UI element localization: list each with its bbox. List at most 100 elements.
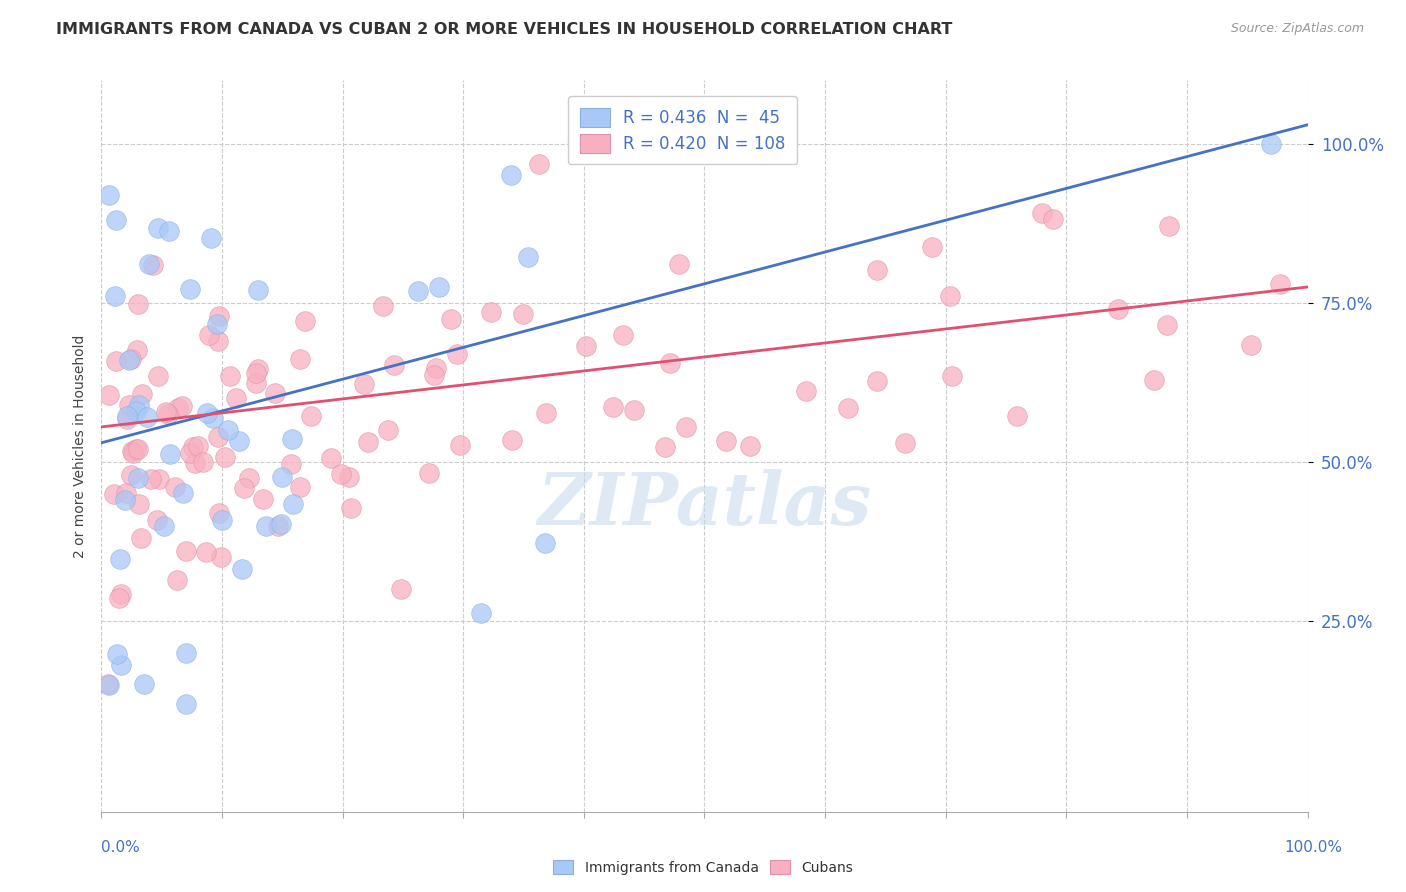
Point: [231, 562, 253, 576]
Point: [193, 455, 215, 469]
Point: [939, 288, 962, 302]
Point: [179, 282, 201, 296]
Point: [198, 328, 221, 343]
Point: [330, 467, 353, 482]
Point: [512, 308, 534, 322]
Point: [125, 442, 148, 457]
Point: [533, 535, 555, 549]
Point: [176, 544, 198, 558]
Point: [382, 358, 405, 372]
Point: [103, 486, 125, 500]
Point: [159, 447, 181, 461]
Point: [200, 231, 222, 245]
Point: [389, 582, 412, 596]
Point: [418, 467, 440, 481]
Point: [157, 224, 180, 238]
Point: [118, 398, 141, 412]
Point: [114, 485, 136, 500]
Point: [527, 156, 550, 170]
Point: [155, 405, 177, 419]
Point: [659, 356, 682, 370]
Point: [166, 573, 188, 587]
Point: [247, 283, 270, 297]
Point: [127, 471, 149, 485]
Point: [127, 297, 149, 311]
Point: [623, 403, 645, 417]
Point: [1042, 212, 1064, 227]
Point: [1268, 277, 1291, 291]
Point: [794, 384, 817, 398]
Point: [233, 481, 256, 495]
Point: [128, 398, 150, 412]
Point: [207, 430, 229, 444]
Point: [254, 519, 277, 533]
Point: [1031, 206, 1053, 220]
Point: [340, 501, 363, 516]
Point: [866, 374, 889, 388]
Point: [319, 450, 342, 465]
Point: [299, 409, 322, 423]
Text: IMMIGRANTS FROM CANADA VS CUBAN 2 OR MORE VEHICLES IN HOUSEHOLD CORRELATION CHAR: IMMIGRANTS FROM CANADA VS CUBAN 2 OR MOR…: [56, 22, 953, 37]
Point: [165, 480, 187, 494]
Point: [214, 450, 236, 464]
Point: [142, 258, 165, 272]
Point: [866, 263, 889, 277]
Point: [1107, 301, 1129, 316]
Point: [225, 392, 247, 406]
Point: [114, 493, 136, 508]
Point: [283, 498, 305, 512]
Point: [153, 519, 176, 533]
Point: [516, 251, 538, 265]
Point: [837, 401, 859, 415]
Y-axis label: 2 or more Vehicles in Household: 2 or more Vehicles in Household: [73, 334, 87, 558]
Point: [1240, 338, 1263, 352]
Point: [121, 444, 143, 458]
Point: [449, 438, 471, 452]
Point: [479, 304, 502, 318]
Point: [207, 334, 229, 348]
Point: [172, 486, 194, 500]
Point: [128, 497, 150, 511]
Point: [197, 407, 219, 421]
Point: [714, 434, 737, 449]
Point: [110, 552, 132, 566]
Point: [97, 677, 120, 691]
Point: [157, 407, 180, 421]
Point: [738, 439, 761, 453]
Point: [139, 472, 162, 486]
Point: [207, 310, 229, 324]
Point: [294, 314, 316, 328]
Point: [131, 531, 153, 545]
Point: [97, 677, 120, 691]
Point: [337, 469, 360, 483]
Text: ZIPatlas: ZIPatlas: [537, 469, 872, 540]
Point: [245, 376, 267, 390]
Point: [406, 284, 429, 298]
Point: [105, 647, 128, 661]
Point: [1157, 219, 1180, 233]
Point: [425, 360, 447, 375]
Point: [271, 470, 294, 484]
Point: [423, 368, 446, 382]
Point: [675, 419, 697, 434]
Point: [208, 506, 231, 520]
Point: [122, 446, 145, 460]
Point: [440, 312, 463, 326]
Point: [252, 491, 274, 506]
Point: [377, 423, 399, 437]
Point: [183, 456, 205, 470]
Point: [136, 410, 159, 425]
Point: [110, 658, 132, 673]
Point: [148, 368, 170, 383]
Point: [1156, 318, 1178, 332]
Point: [174, 697, 197, 711]
Point: [132, 677, 155, 691]
Point: [1007, 409, 1029, 424]
Point: [501, 168, 523, 182]
Point: [125, 343, 148, 358]
Point: [228, 434, 250, 448]
Text: Source: ZipAtlas.com: Source: ZipAtlas.com: [1230, 22, 1364, 36]
Point: [104, 289, 127, 303]
Point: [353, 377, 375, 392]
Point: [120, 351, 142, 366]
